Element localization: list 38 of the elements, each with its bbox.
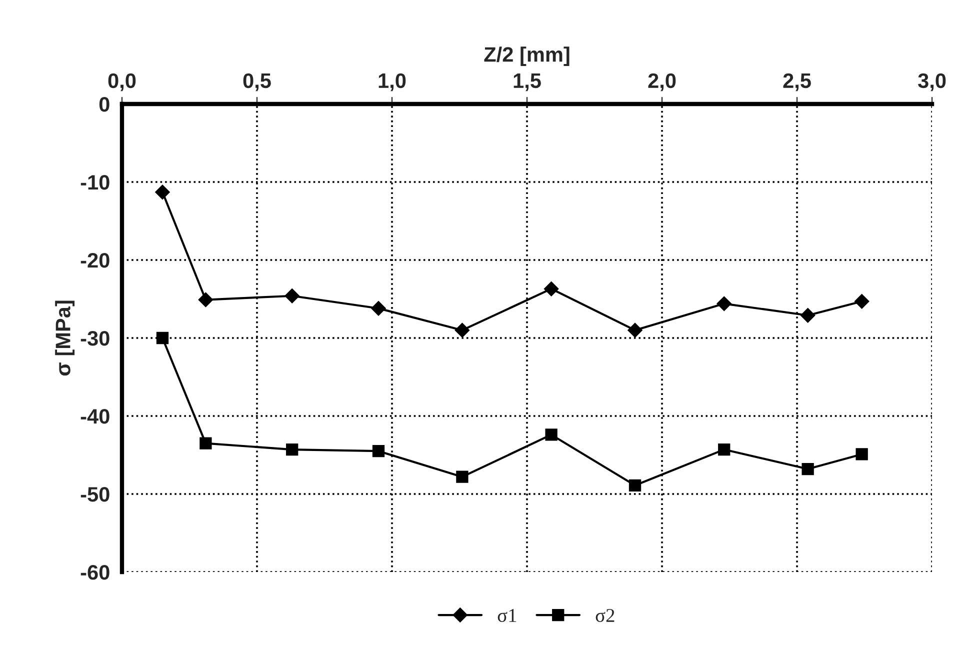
point	[286, 443, 298, 456]
y-tick-label: 0	[99, 97, 110, 112]
point	[372, 445, 385, 458]
point	[456, 470, 468, 483]
x-tick-label: 3,0	[918, 73, 946, 92]
legend-label: σ2	[596, 608, 614, 622]
y-tick-label: -40	[80, 409, 110, 424]
x-tick-label: 0,0	[108, 73, 136, 92]
point	[802, 462, 814, 476]
point	[155, 184, 170, 200]
y-tick-label: -50	[80, 487, 110, 502]
x-tick-label: 1,0	[378, 73, 406, 92]
point	[628, 322, 642, 338]
x-tick-label: 2,0	[648, 73, 676, 92]
point	[198, 292, 214, 308]
legend-label: σ1	[498, 608, 516, 622]
point	[628, 479, 642, 492]
point	[800, 308, 816, 323]
point	[718, 443, 730, 456]
point	[284, 288, 300, 304]
x-axis-title: Z/2 [mm]	[484, 46, 570, 66]
point	[156, 332, 169, 344]
y-axis-title: σ [MPa]	[55, 300, 75, 376]
point	[856, 448, 868, 460]
y-tick-label: -10	[80, 175, 110, 190]
point	[854, 294, 870, 309]
point	[544, 281, 559, 296]
point	[716, 296, 732, 312]
y-tick-label: -60	[80, 565, 110, 580]
x-tick-label: 1,5	[514, 74, 541, 92]
y-tick-label: -20	[80, 253, 110, 268]
point	[545, 428, 558, 441]
y-tick-label: -30	[80, 331, 110, 346]
point	[371, 300, 386, 316]
point	[454, 322, 470, 338]
x-tick-label: 0,5	[243, 73, 271, 92]
x-tick-label: 2,5	[783, 73, 811, 92]
point	[200, 437, 212, 450]
